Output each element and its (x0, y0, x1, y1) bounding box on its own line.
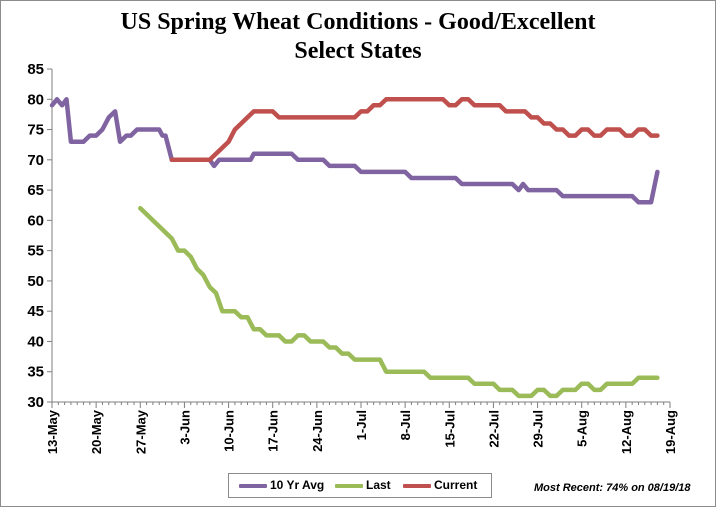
series-layer (49, 97, 660, 399)
most-recent-note: Most Recent: 74% on 08/19/18 (534, 482, 691, 494)
y-tick-label-70: 70 (27, 152, 44, 169)
series-line-10-yr-avg (49, 97, 660, 205)
x-tick-label-24-jun: 24-Jun (310, 410, 325, 452)
x-tick-label-19-aug: 19-Aug (663, 410, 678, 454)
title-line: US Spring Wheat Conditions - Good/Excell… (120, 9, 596, 35)
y-tick-label-60: 60 (27, 212, 44, 229)
x-tick-label-8-jul: 8-Jul (398, 410, 413, 440)
y-axis: 30 35 40 45 50 55 60 65 70 75 80 85 (27, 61, 53, 411)
subtitle-line: Select States (294, 38, 422, 64)
x-tick-label-20-may: 20-May (89, 409, 104, 454)
x-tick-label-29-jul: 29-Jul (531, 410, 546, 448)
y-tick-label-80: 80 (27, 91, 44, 108)
x-tick-label-17-jun: 17-Jun (266, 410, 281, 452)
chart-title: US Spring Wheat Conditions - Good/Excell… (0, 8, 716, 66)
legend-item-current: Current (403, 476, 477, 494)
y-tick-label-40: 40 (27, 333, 44, 350)
y-tick-label-75: 75 (27, 122, 44, 139)
y-tick-label-45: 45 (27, 303, 44, 320)
x-tick-label-10-jun: 10-Jun (222, 410, 237, 452)
y-tick-label-65: 65 (27, 182, 44, 199)
y-tick-label-30: 30 (27, 394, 44, 411)
series-line-last (138, 206, 660, 399)
x-tick-label-3-jun: 3-Jun (177, 410, 192, 445)
y-tick-label-50: 50 (27, 273, 44, 290)
x-tick-label-13-may: 13-May (45, 409, 60, 454)
y-tick-label-85: 85 (27, 61, 44, 78)
legend-label-10-yr-avg: 10 Yr Avg (270, 478, 325, 492)
x-tick-label-5-aug: 5-Aug (575, 410, 590, 447)
x-tick-label-1-jul: 1-Jul (354, 410, 369, 440)
y-tick-label-35: 35 (27, 364, 44, 381)
legend-label-current: Current (434, 478, 478, 492)
x-tick-label-12-aug: 12-Aug (619, 410, 634, 454)
x-tick-label-27-may: 27-May (133, 409, 148, 454)
legend-swatch-10-yr-avg (239, 483, 267, 488)
legend-item-10-yr-avg: 10 Yr Avg (239, 476, 324, 494)
series-line-current (169, 97, 660, 163)
legend-swatch-current (403, 483, 431, 488)
x-tick-label-15-jul: 15-Jul (442, 410, 457, 448)
legend-label-last: Last (366, 478, 391, 492)
x-tick-label-22-jul: 22-Jul (486, 410, 501, 448)
y-tick-label-55: 55 (27, 243, 44, 260)
legend-swatch-last (335, 483, 363, 488)
x-axis: 13-May 20-May 27-May 3-Jun 10-Jun 17-Jun 24-Ju… (45, 401, 678, 454)
legend: 10 Yr Avg Last Current (228, 473, 492, 498)
legend-item-last: Last (335, 476, 391, 494)
